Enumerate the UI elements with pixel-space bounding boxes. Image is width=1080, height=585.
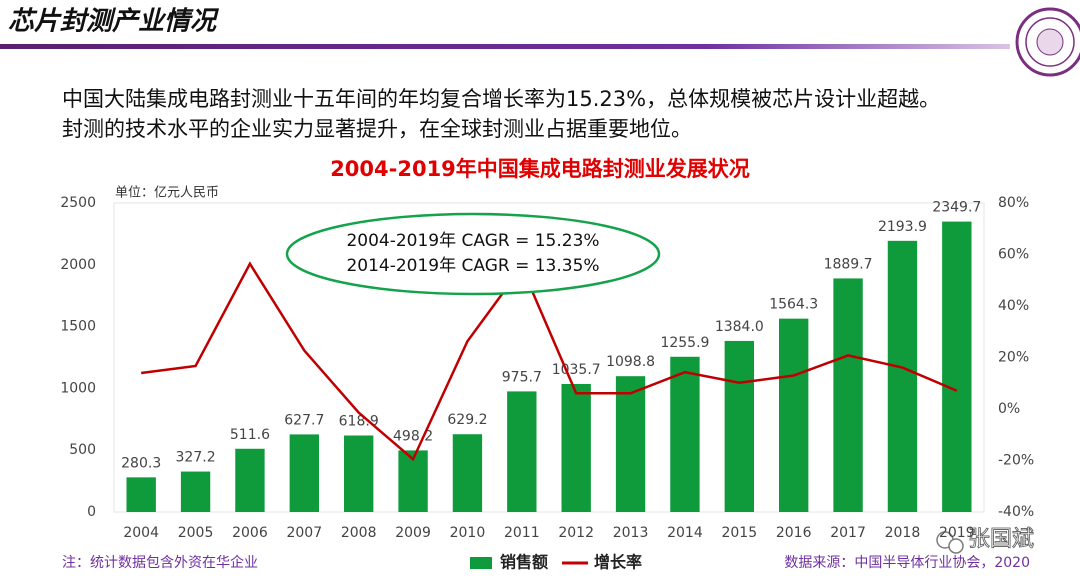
bar: [507, 391, 537, 512]
x-tick-label: 2005: [178, 525, 214, 541]
data-label: 1889.7: [824, 256, 873, 272]
bar: [561, 383, 591, 512]
y-tick-label: 1500: [60, 319, 96, 335]
x-tick-label: 2009: [395, 525, 431, 541]
x-tick-label: 2004: [123, 525, 159, 541]
annotation-ellipse: [285, 212, 661, 296]
bar: [615, 376, 646, 512]
data-label: 1255.9: [660, 335, 709, 351]
y-tick-label: 0: [87, 504, 96, 520]
body-line: 封测的技术水平的企业实力显著提升，在全球封测业占据重要地位。: [62, 117, 692, 141]
x-tick-label: 2007: [286, 525, 322, 541]
bar: [452, 434, 483, 512]
logo: [1015, 7, 1080, 77]
data-label: 1384.0: [715, 319, 764, 335]
y-tick-label: 1000: [60, 380, 96, 396]
header-rule: [0, 44, 1010, 49]
plot-frame: [113, 202, 985, 513]
header-title: 芯片封测产业情况: [8, 7, 220, 37]
watermark-icon: [936, 531, 964, 554]
y2-tick-label: 40%: [998, 298, 1029, 314]
bar: [724, 340, 754, 512]
chart-title: 2004-2019年中国集成电路封测业发展状况: [330, 157, 750, 181]
y2-tick-label: 80%: [998, 195, 1029, 211]
data-label: 327.2: [176, 450, 216, 466]
x-tick-label: 2014: [667, 525, 703, 541]
data-label: 2349.7: [932, 200, 981, 216]
y2-tick-label: 20%: [998, 350, 1029, 366]
x-tick-label: 2015: [721, 525, 757, 541]
bar: [344, 435, 374, 512]
x-tick-label: 2013: [613, 525, 649, 541]
bar: [289, 434, 319, 512]
body-line: 中国大陆集成电路封测业十五年间的年均复合增长率为15.23%，总体规模被芯片设计…: [62, 87, 940, 111]
bar: [670, 356, 700, 512]
annotation: 2014-2019年 CAGR = 13.35%: [346, 256, 599, 276]
watermark: 张国斌: [968, 527, 1034, 552]
y-tick-label: 2500: [60, 195, 96, 211]
y2-tick-label: -20%: [998, 453, 1034, 469]
legend-label: 增长率: [594, 553, 642, 572]
data-label: 629.2: [447, 412, 487, 428]
growth-line: [141, 261, 958, 462]
data-label: 1098.8: [606, 354, 655, 370]
y-axis-label: 单位：亿元人民币: [115, 186, 219, 201]
data-label: 511.6: [230, 427, 270, 443]
data-label: 1564.3: [769, 297, 818, 313]
data-label: 1035.7: [552, 362, 601, 378]
bar: [779, 318, 809, 512]
bar: [126, 477, 156, 512]
data-label: 975.7: [502, 369, 542, 385]
x-tick-label: 2019: [939, 525, 975, 541]
x-tick-label: 2011: [504, 525, 540, 541]
y-tick-label: 2000: [60, 257, 96, 273]
data-label: 627.7: [284, 412, 324, 428]
bar: [180, 471, 211, 512]
data-label: 618.9: [339, 414, 379, 430]
legend-swatch: [470, 557, 492, 569]
bar: [942, 221, 972, 512]
source: 数据来源：中国半导体行业协会，2020: [784, 555, 1030, 571]
y2-tick-label: 0%: [998, 401, 1020, 417]
data-label: 280.3: [121, 455, 161, 471]
bar: [833, 278, 863, 512]
x-tick-label: 2016: [776, 525, 812, 541]
x-tick-label: 2006: [232, 525, 268, 541]
bar: [235, 448, 265, 512]
y2-tick-label: -40%: [998, 504, 1034, 520]
x-tick-label: 2018: [885, 525, 921, 541]
footnote: 注：统计数据包含外资在华企业: [62, 554, 258, 571]
data-label: 2193.9: [878, 219, 927, 235]
y2-tick-label: 60%: [998, 247, 1029, 263]
x-tick-label: 2017: [830, 525, 866, 541]
y-tick-label: 500: [69, 442, 96, 458]
bar: [887, 240, 918, 512]
x-tick-label: 2010: [450, 525, 486, 541]
annotation: 2004-2019年 CAGR = 15.23%: [346, 231, 599, 251]
x-tick-label: 2008: [341, 525, 377, 541]
x-tick-label: 2012: [558, 525, 594, 541]
legend-label: 销售额: [500, 553, 548, 572]
